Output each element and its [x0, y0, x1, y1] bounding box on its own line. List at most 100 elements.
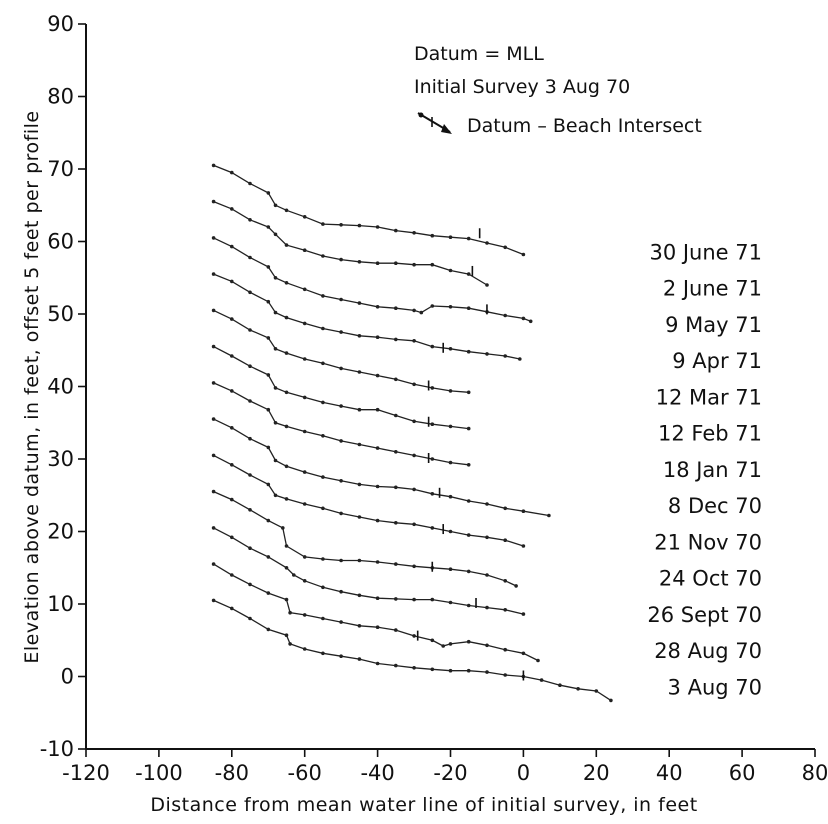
profile-point [321, 585, 325, 590]
profile-point [357, 482, 362, 487]
profile-point [394, 337, 398, 342]
profile-point [375, 484, 380, 489]
profile-point [230, 389, 234, 393]
profile-line [213, 382, 469, 466]
profile-point [321, 294, 325, 298]
profile-point [503, 579, 508, 583]
profile-point [503, 538, 508, 542]
profile-point [412, 487, 416, 492]
profile-point [430, 304, 435, 308]
profile-point [466, 603, 471, 608]
y-tick-label: 40 [47, 375, 74, 399]
profile-2 [211, 236, 533, 324]
profile-point [211, 163, 216, 168]
profile-point [528, 319, 533, 324]
profile-point [394, 663, 398, 668]
profile-point [394, 450, 398, 454]
profile-point [248, 436, 252, 441]
profile-point [394, 413, 398, 418]
profile-point [412, 453, 416, 458]
profile-point [266, 336, 271, 340]
x-tick-label: -120 [62, 761, 110, 785]
profile-point [485, 241, 489, 245]
profile-point [394, 485, 398, 490]
profile-point [485, 283, 489, 287]
profile-point [503, 354, 508, 358]
profile-point [248, 218, 252, 222]
profile-point [503, 673, 508, 677]
x-tick-label: -40 [360, 761, 394, 785]
profile-point [273, 421, 278, 425]
profile-point [430, 597, 435, 602]
profile-point [503, 506, 508, 511]
series-label: 9 May 71 [665, 313, 762, 337]
profile-line [213, 491, 517, 587]
profile-point [273, 493, 278, 498]
profile-point [394, 597, 398, 601]
profile-point [211, 417, 216, 421]
x-tick-label: 20 [583, 761, 610, 785]
x-tick-label: 40 [656, 761, 683, 785]
profile-point [430, 422, 435, 427]
profile-point [302, 470, 307, 474]
profile-point [539, 678, 544, 682]
profile-point [375, 373, 380, 378]
profile-line [213, 454, 524, 547]
profile-line [213, 527, 524, 615]
series-label: 21 Nov 70 [654, 530, 762, 554]
profile-point [211, 489, 216, 494]
profile-point [430, 526, 435, 530]
profile-point [412, 308, 416, 313]
profile-point [292, 573, 296, 577]
profile-point [594, 689, 599, 693]
y-tick-label: 60 [47, 230, 74, 254]
y-tick-label: 50 [47, 302, 74, 326]
profile-point [375, 407, 380, 412]
profile-point [266, 482, 271, 487]
profile-point [394, 306, 398, 311]
y-tick-label: 10 [47, 592, 74, 616]
profile-point [302, 215, 307, 219]
profile-line [213, 346, 469, 430]
profile-point [284, 464, 289, 469]
profile-point [339, 479, 343, 483]
profile-point [357, 657, 362, 661]
profile-point [448, 668, 453, 673]
profile-point [273, 386, 278, 390]
profile-point [266, 191, 271, 195]
profile-point [518, 357, 522, 361]
profile-point [321, 616, 325, 621]
profile-point [211, 308, 216, 313]
profile-point [357, 334, 362, 338]
profile-line [213, 309, 469, 393]
profile-point [576, 687, 580, 691]
profile-point [302, 321, 307, 326]
profile-point [266, 555, 271, 559]
profile-point [302, 613, 307, 617]
profile-point [536, 658, 540, 663]
profile-point [302, 579, 307, 583]
series-label: 28 Aug 70 [654, 639, 762, 663]
profile-point [430, 233, 435, 238]
profile-point [339, 620, 343, 624]
y-tick-label: 20 [47, 520, 74, 544]
profile-point [266, 299, 271, 304]
series-label: 2 June 71 [663, 277, 762, 301]
profile-point [466, 533, 471, 537]
profile-point [321, 326, 325, 331]
profile-point [485, 352, 489, 356]
series-label: 26 Sept 70 [647, 603, 762, 627]
profile-point [521, 252, 526, 257]
profile-point [302, 287, 307, 292]
profile-point [448, 235, 453, 239]
y-tick-label: 30 [47, 447, 74, 471]
profile-point [248, 364, 252, 369]
profile-point [248, 328, 252, 332]
profile-point [375, 446, 380, 450]
x-tick-label: 60 [729, 761, 756, 785]
profile-point [302, 502, 307, 506]
profile-point [521, 509, 526, 513]
profile-point [284, 390, 289, 395]
profile-point [448, 529, 453, 534]
